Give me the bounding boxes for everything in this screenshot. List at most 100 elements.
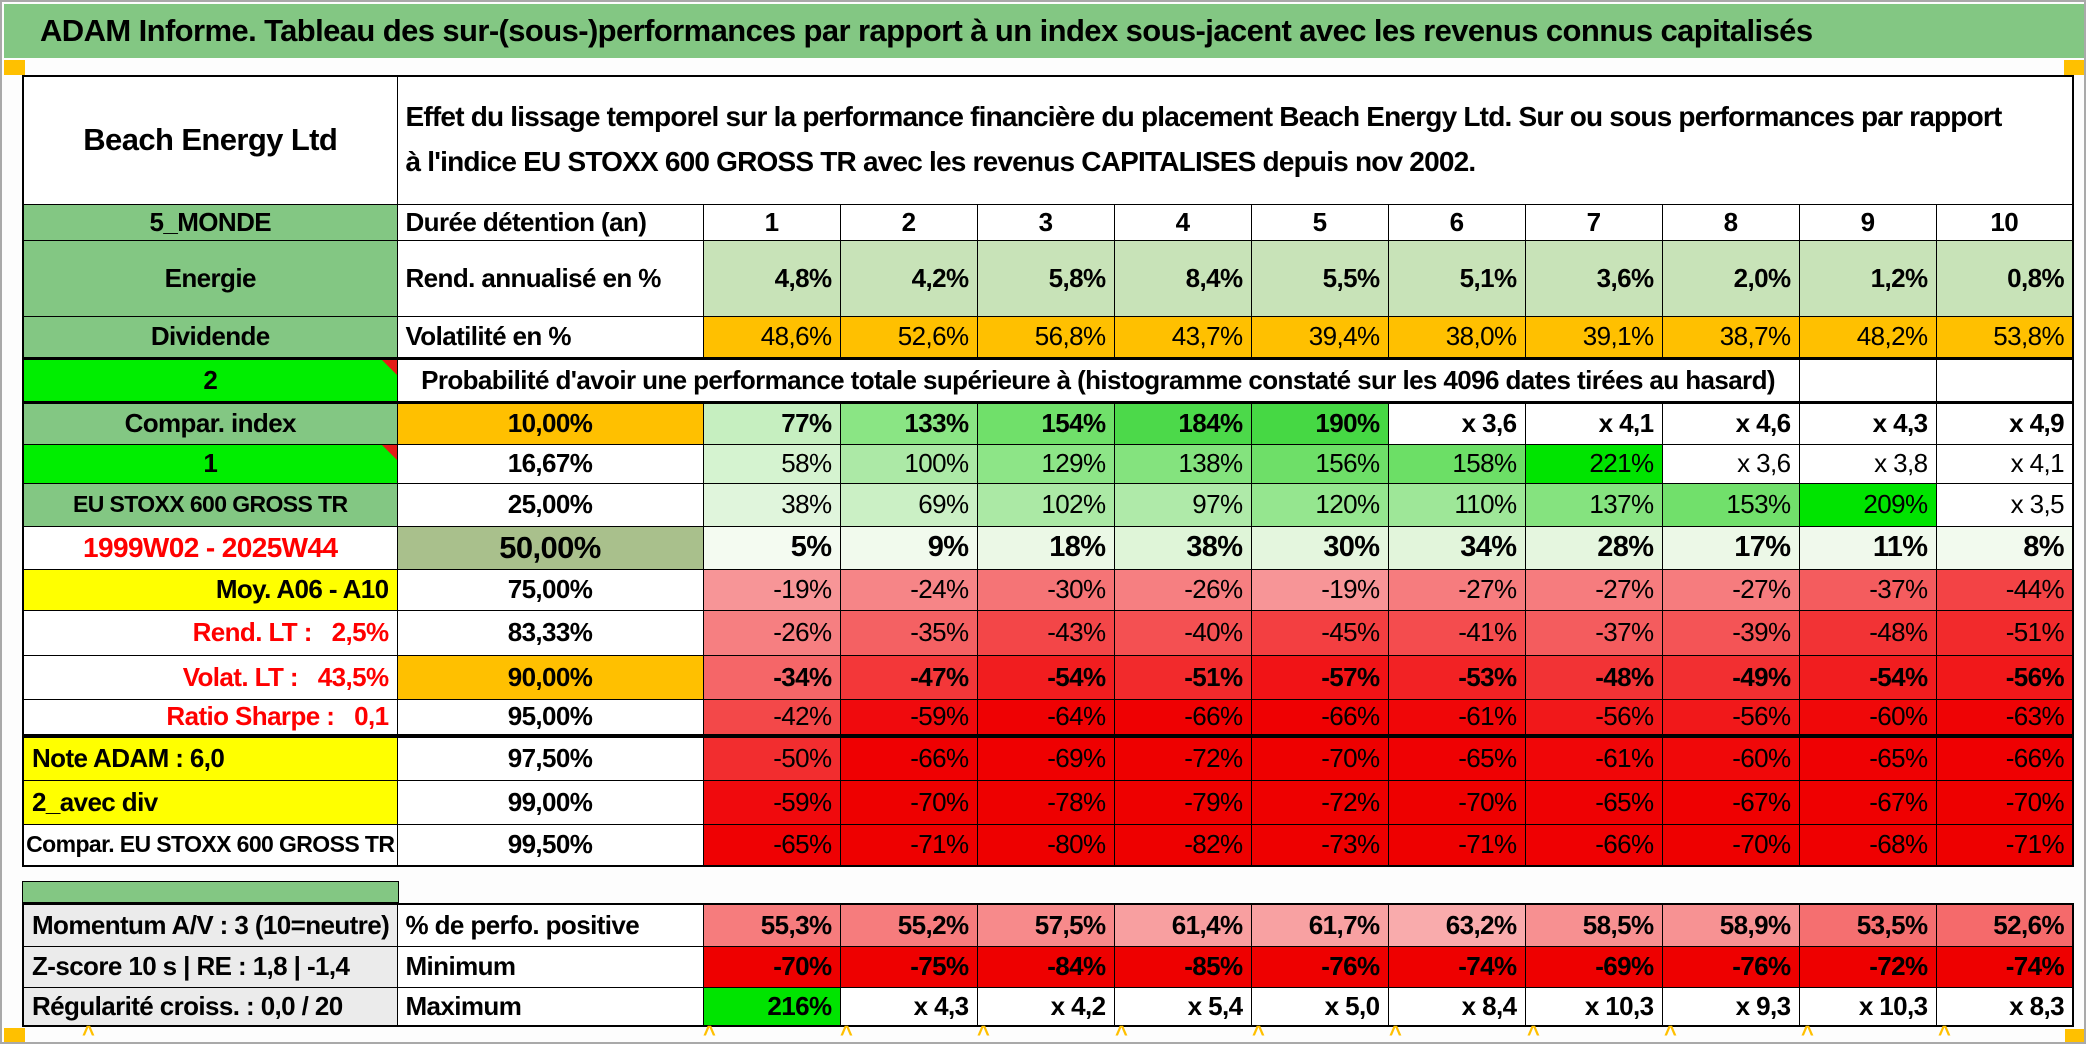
percentile-label[interactable]: 50,00% — [396, 525, 704, 570]
value-cell[interactable]: -47% — [839, 654, 978, 700]
percentile-label[interactable]: 90,00% — [396, 654, 704, 700]
value-cell[interactable]: -50% — [702, 735, 841, 781]
percentile-label[interactable]: 95,00% — [396, 698, 704, 738]
value-cell[interactable]: -56% — [1524, 698, 1663, 738]
value-cell[interactable]: x 5,0 — [1250, 986, 1389, 1027]
value-cell[interactable]: -70% — [839, 779, 978, 825]
value-cell[interactable]: 58,5% — [1524, 903, 1663, 947]
value-cell[interactable]: 5,5% — [1250, 239, 1389, 317]
row-label-index-name[interactable]: EU STOXX 600 GROSS TR — [22, 482, 398, 527]
value-cell[interactable]: -48% — [1798, 609, 1937, 656]
row-label-volatility[interactable]: Volatilité en % — [396, 315, 704, 360]
value-cell[interactable]: x 4,2 — [976, 986, 1115, 1027]
value-cell[interactable]: x 10,3 — [1798, 986, 1937, 1027]
value-cell[interactable]: x 9,3 — [1661, 986, 1800, 1027]
value-cell[interactable]: -65% — [1387, 735, 1526, 781]
probability-section-header[interactable]: Probabilité d'avoir une performance tota… — [396, 357, 1800, 404]
empty-cell[interactable] — [1935, 357, 2074, 404]
value-cell[interactable]: x 4,6 — [1661, 401, 1800, 445]
value-cell[interactable]: -63% — [1935, 698, 2074, 738]
value-cell[interactable]: x 3,6 — [1661, 443, 1800, 484]
value-cell[interactable]: -70% — [1935, 779, 2074, 825]
value-cell[interactable]: 184% — [1113, 401, 1252, 445]
value-cell[interactable]: 4,8% — [702, 239, 841, 317]
value-cell[interactable]: -53% — [1387, 654, 1526, 700]
col-header-year[interactable]: 1 — [702, 203, 841, 241]
value-cell[interactable]: -51% — [1935, 609, 2074, 656]
value-cell[interactable]: 69% — [839, 482, 978, 527]
value-cell[interactable]: 8,4% — [1113, 239, 1252, 317]
value-cell[interactable]: -69% — [976, 735, 1115, 781]
value-cell[interactable]: -70% — [1661, 823, 1800, 867]
value-cell[interactable]: 0,8% — [1935, 239, 2074, 317]
value-cell[interactable]: -76% — [1250, 945, 1389, 988]
value-cell[interactable]: -44% — [1935, 568, 2074, 611]
col-header-duration[interactable]: Durée détention (an) — [396, 203, 704, 241]
row-label-flag-1[interactable]: 1 — [22, 443, 398, 484]
table-description-cell[interactable]: Effet du lissage temporel sur la perform… — [396, 75, 2074, 205]
value-cell[interactable]: 120% — [1250, 482, 1389, 527]
row-label-compar-index[interactable]: Compar. index — [22, 401, 398, 445]
value-cell[interactable]: -45% — [1250, 609, 1389, 656]
value-cell[interactable]: 129% — [976, 443, 1115, 484]
value-cell[interactable]: 38% — [702, 482, 841, 527]
value-cell[interactable]: x 4,9 — [1935, 401, 2074, 445]
value-cell[interactable]: -64% — [976, 698, 1115, 738]
value-cell[interactable]: -43% — [976, 609, 1115, 656]
value-cell[interactable]: -71% — [839, 823, 978, 867]
value-cell[interactable]: -80% — [976, 823, 1115, 867]
value-cell[interactable]: -40% — [1113, 609, 1252, 656]
value-cell[interactable]: 216% — [702, 986, 841, 1027]
value-cell[interactable]: 3,6% — [1524, 239, 1663, 317]
col-header-year[interactable]: 8 — [1661, 203, 1800, 241]
value-cell[interactable]: -66% — [839, 735, 978, 781]
value-cell[interactable]: -48% — [1524, 654, 1663, 700]
value-cell[interactable]: -70% — [702, 945, 841, 988]
value-cell[interactable]: -54% — [976, 654, 1115, 700]
col-header-year[interactable]: 2 — [839, 203, 978, 241]
row-label-sector[interactable]: Energie — [22, 239, 398, 317]
value-cell[interactable]: -57% — [1250, 654, 1389, 700]
value-cell[interactable]: 133% — [839, 401, 978, 445]
value-cell[interactable]: 1,2% — [1798, 239, 1937, 317]
value-cell[interactable]: 8% — [1935, 525, 2074, 570]
value-cell[interactable]: -66% — [1250, 698, 1389, 738]
row-label-volat-lt[interactable]: Volat. LT : 43,5% — [22, 654, 398, 700]
value-cell[interactable]: -56% — [1935, 654, 2074, 700]
value-cell[interactable]: -26% — [1113, 568, 1252, 611]
percentile-label[interactable]: 97,50% — [396, 735, 704, 781]
value-cell[interactable]: 55,2% — [839, 903, 978, 947]
value-cell[interactable]: 38% — [1113, 525, 1252, 570]
value-cell[interactable]: -19% — [1250, 568, 1389, 611]
row-label-zscore[interactable]: Z-score 10 s | RE : 1,8 | -1,4 — [22, 945, 398, 988]
value-cell[interactable]: 38,7% — [1661, 315, 1800, 360]
row-label-minimum[interactable]: Minimum — [396, 945, 704, 988]
value-cell[interactable]: 154% — [976, 401, 1115, 445]
value-cell[interactable]: -66% — [1524, 823, 1663, 867]
value-cell[interactable]: 158% — [1387, 443, 1526, 484]
empty-cell[interactable] — [1798, 357, 1937, 404]
value-cell[interactable]: -65% — [1798, 735, 1937, 781]
value-cell[interactable]: x 8,3 — [1935, 986, 2074, 1027]
row-label-note-adam[interactable]: Note ADAM : 6,0 — [22, 735, 398, 781]
value-cell[interactable]: 43,7% — [1113, 315, 1252, 360]
row-label-maximum[interactable]: Maximum — [396, 986, 704, 1027]
value-cell[interactable]: x 3,5 — [1935, 482, 2074, 527]
value-cell[interactable]: 5% — [702, 525, 841, 570]
value-cell[interactable]: -19% — [702, 568, 841, 611]
sheet-title-cell[interactable]: ADAM Informe. Tableau des sur-(sous-)per… — [4, 4, 2084, 58]
instrument-name-cell[interactable]: Beach Energy Ltd — [22, 75, 398, 205]
col-header-year[interactable]: 10 — [1935, 203, 2074, 241]
value-cell[interactable]: -82% — [1113, 823, 1252, 867]
value-cell[interactable]: 28% — [1524, 525, 1663, 570]
value-cell[interactable]: -71% — [1935, 823, 2074, 867]
value-cell[interactable]: 138% — [1113, 443, 1252, 484]
row-label-sharpe[interactable]: Ratio Sharpe : 0,1 — [22, 698, 398, 738]
percentile-label[interactable]: 75,00% — [396, 568, 704, 611]
row-label-momentum[interactable]: Momentum A/V : 3 (10=neutre) — [22, 903, 398, 947]
value-cell[interactable]: 9% — [839, 525, 978, 570]
value-cell[interactable]: 34% — [1387, 525, 1526, 570]
value-cell[interactable]: -67% — [1661, 779, 1800, 825]
value-cell[interactable]: -37% — [1524, 609, 1663, 656]
percentile-label[interactable]: 10,00% — [396, 401, 704, 445]
